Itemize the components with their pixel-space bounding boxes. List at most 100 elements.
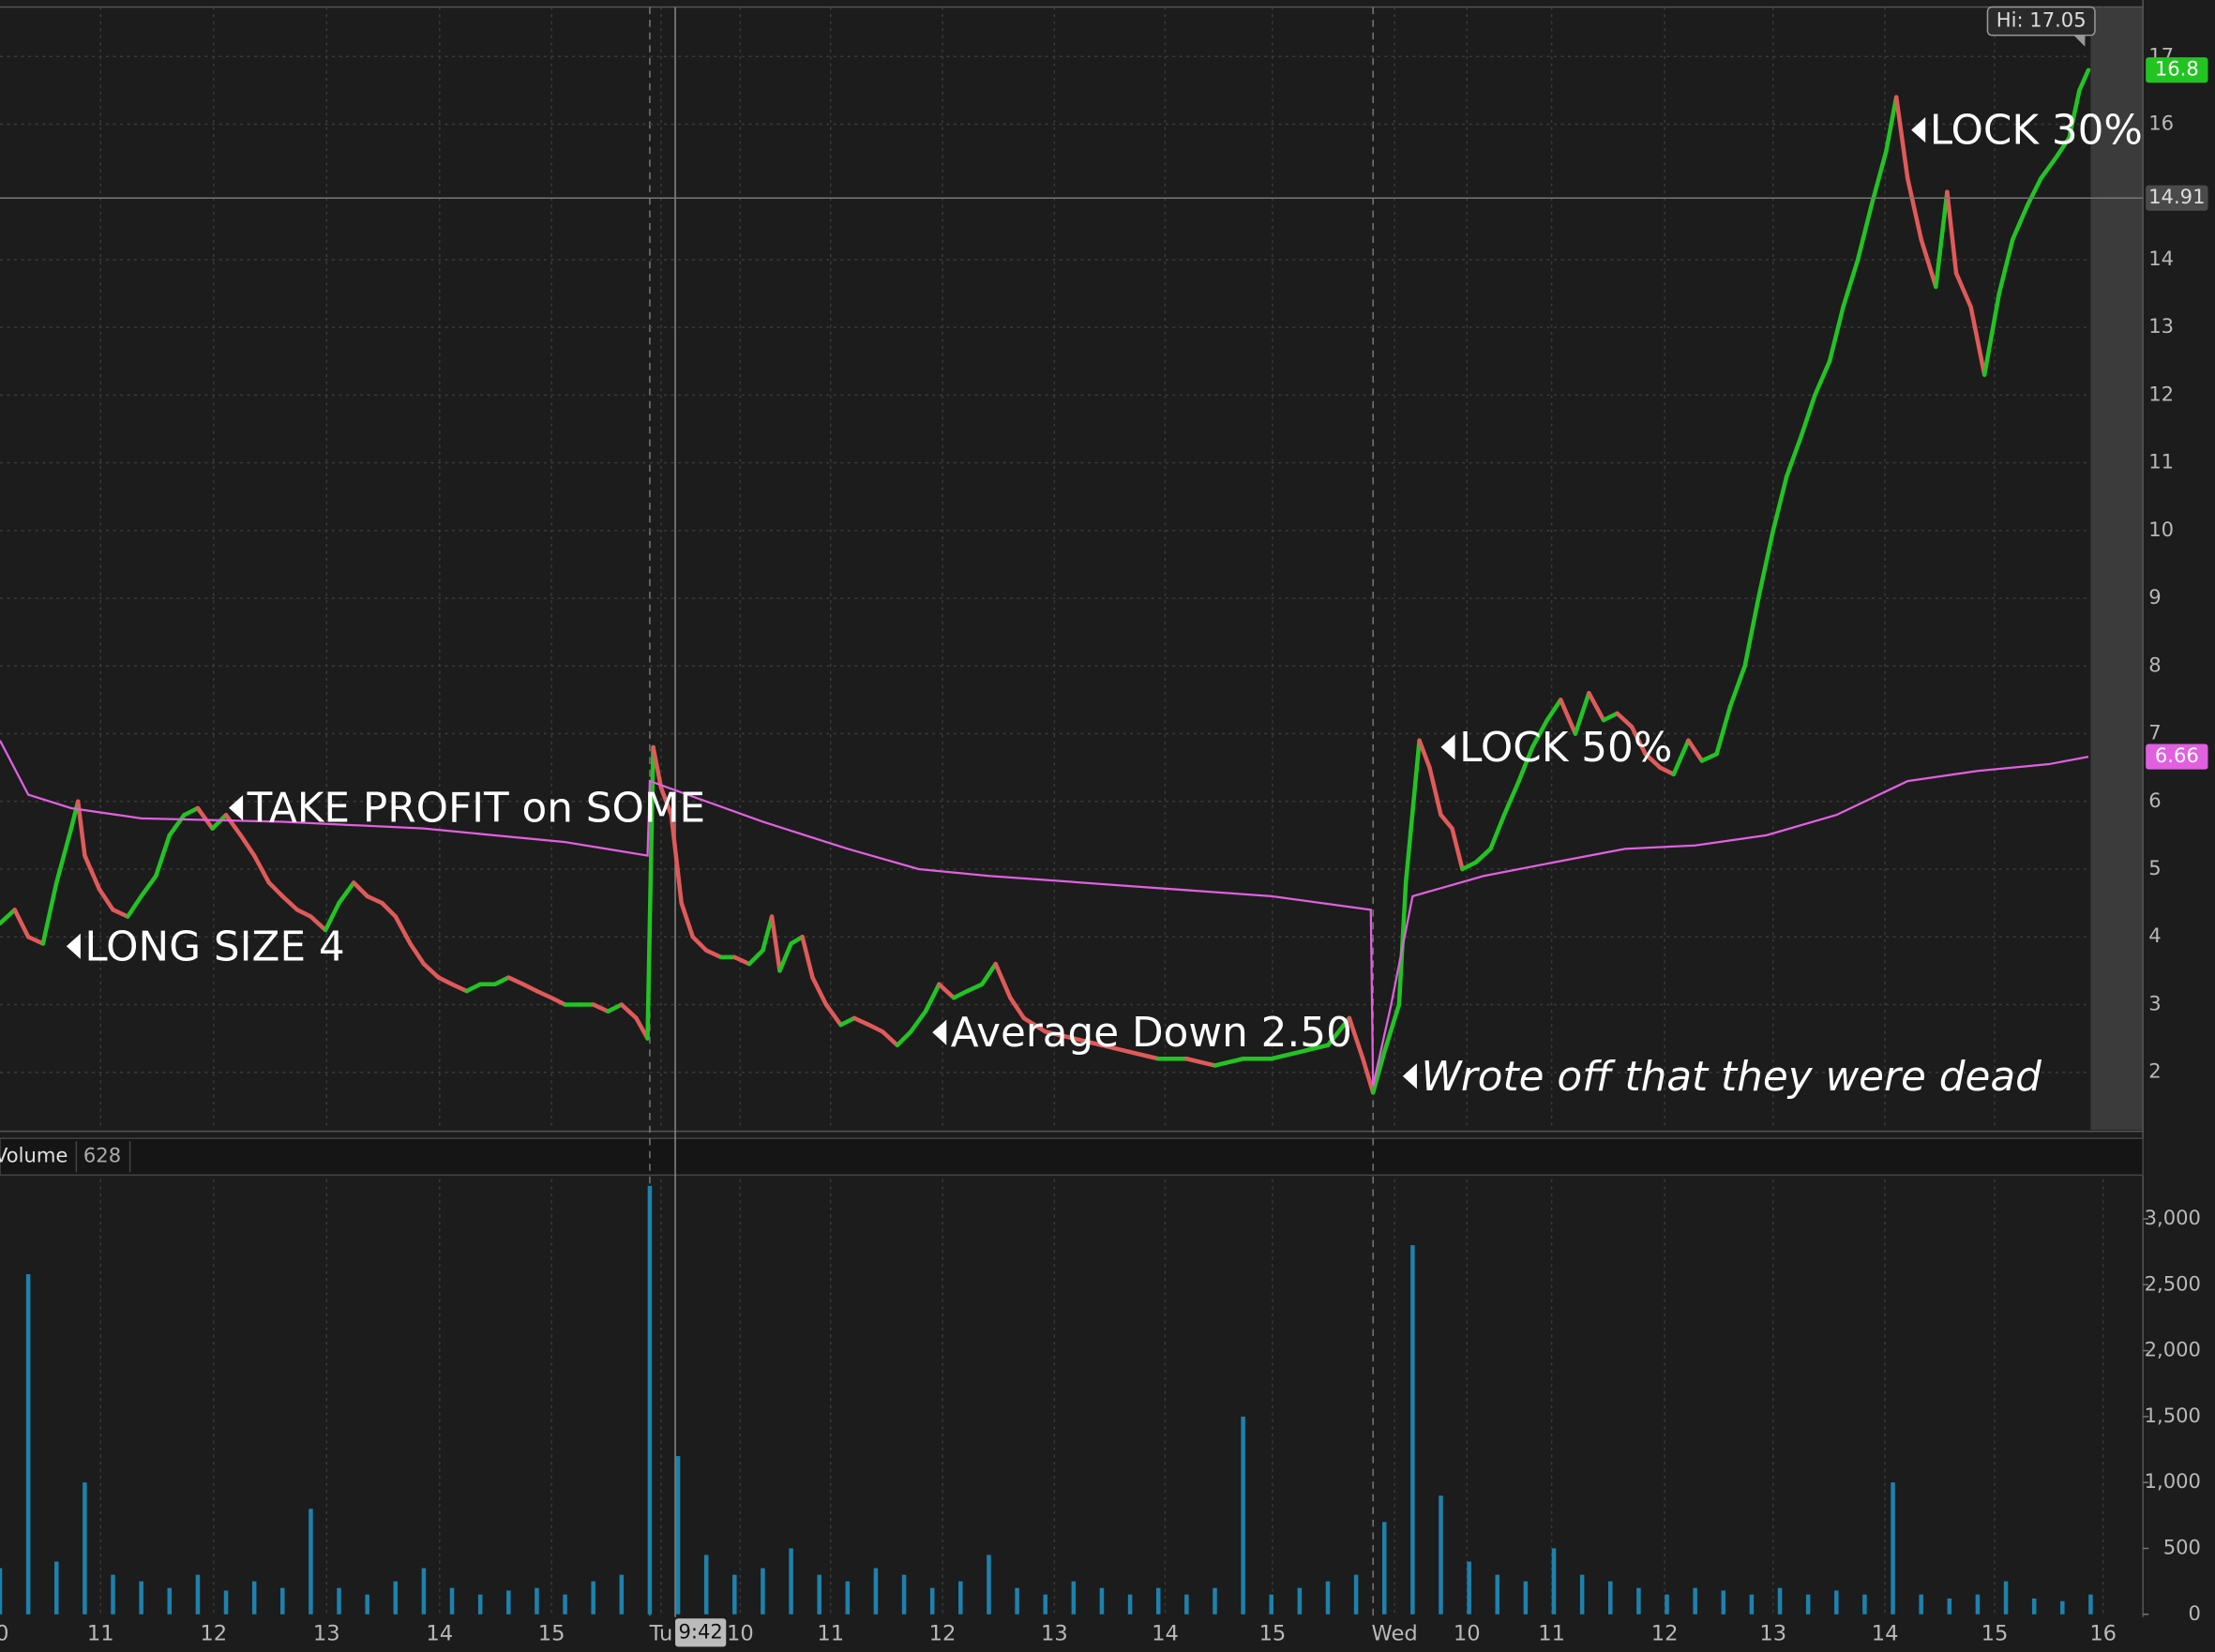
volume-title: Volume <box>0 1144 68 1167</box>
y-tick-label: 9 <box>2148 585 2161 608</box>
y-tick-label: 8 <box>2148 653 2161 676</box>
price-segment <box>1370 1049 1387 1095</box>
price-segment <box>838 1015 857 1028</box>
price-segment <box>408 941 427 967</box>
volume-bar <box>195 1574 201 1614</box>
volume-bar <box>675 1456 681 1614</box>
price-segment <box>492 975 511 987</box>
volume-bar <box>1636 1587 1641 1614</box>
y-tick-label: 16 <box>2148 111 2174 134</box>
volume-header <box>0 1137 2144 1177</box>
volume-bar <box>1325 1581 1331 1614</box>
price-segment <box>937 982 957 1000</box>
price-segment <box>1601 711 1620 723</box>
volume-bar <box>1353 1574 1359 1614</box>
annotation-arrow <box>1402 1063 1417 1089</box>
y-tick-label: 7 <box>2148 721 2161 744</box>
volume-bar <box>563 1594 567 1614</box>
y-tick-label: 3,000 <box>2145 1206 2201 1229</box>
price-segment <box>309 914 328 933</box>
volume-bar <box>393 1581 399 1614</box>
x-tick-label: 12 <box>200 1621 227 1645</box>
price-segment <box>1686 738 1705 763</box>
volume-bar <box>1184 1594 1189 1614</box>
price-segment <box>1629 725 1648 757</box>
volume-bar <box>111 1574 115 1614</box>
price-segment <box>1945 189 1959 276</box>
x-tick-label: 10 <box>1454 1621 1481 1645</box>
annotation-arrow <box>1440 734 1455 760</box>
price-segment <box>25 934 46 946</box>
annotation: LONG SIZE 4 <box>84 923 344 970</box>
price-segment <box>449 982 469 994</box>
volume-bar <box>732 1574 737 1614</box>
x-tick-label: 10 <box>727 1621 754 1645</box>
volume-bar <box>309 1509 313 1614</box>
price-segment <box>1855 203 1874 263</box>
price-segment <box>365 894 384 906</box>
price-segment <box>880 1029 900 1048</box>
price-segment <box>1297 1043 1331 1055</box>
volume-bar <box>337 1587 341 1614</box>
price-segment <box>761 914 775 953</box>
x-tick-label: Wed <box>1371 1621 1417 1645</box>
volume-bar <box>901 1574 907 1614</box>
price-segment <box>658 786 674 818</box>
volume-bar <box>845 1581 851 1614</box>
volume-bar <box>761 1568 765 1614</box>
volume-bar <box>1551 1548 1557 1614</box>
volume-bar <box>83 1482 87 1614</box>
x-tick-label: 15 <box>1259 1621 1287 1645</box>
high-label: Hi: 17.05 <box>1997 8 2087 32</box>
volume-bar <box>1805 1594 1811 1614</box>
plot-layer: 10 11 12 13 14 15 Tu 10 11 12 13 14 15 Wed 10 11 12 13 14 1… <box>0 6 2208 1647</box>
x-tick-label: 11 <box>87 1621 114 1645</box>
price-segment <box>1417 738 1432 770</box>
annotation: Average Down 2.50 <box>951 1009 1352 1057</box>
y-tick-label: 2 <box>2148 1059 2161 1083</box>
price-segment <box>111 908 130 919</box>
volume-bar <box>1777 1587 1783 1614</box>
volume-bar <box>1099 1587 1105 1614</box>
volume-bar <box>280 1587 285 1614</box>
volume-bar <box>1467 1561 1471 1614</box>
volume-bar <box>1015 1587 1019 1614</box>
price-segment <box>2077 68 2091 93</box>
price-segment <box>1071 1036 1105 1048</box>
volume-bar <box>1381 1522 1387 1614</box>
price-segment <box>993 961 1013 1000</box>
volume-bar <box>1665 1594 1669 1614</box>
price-segment <box>1460 860 1479 872</box>
volume-bar <box>789 1548 793 1614</box>
volume-bar <box>873 1568 879 1614</box>
volume-bar <box>703 1554 709 1614</box>
price-label: 16.8 <box>2155 57 2199 81</box>
annotation: LOCK 30% <box>1930 107 2143 155</box>
volume-bar <box>251 1581 257 1614</box>
price-segment <box>1841 257 1861 309</box>
volume-bar <box>1439 1495 1443 1614</box>
x-tick-label: 15 <box>1981 1621 2009 1645</box>
y-tick-label: 4 <box>2148 924 2161 947</box>
price-segment <box>223 812 243 838</box>
price-segment <box>436 975 455 987</box>
price-segment <box>591 1002 610 1014</box>
volume-bar <box>958 1581 963 1614</box>
price-segment <box>1213 1056 1245 1068</box>
annotation: Wrote off that they were dead <box>1421 1053 2042 1101</box>
x-tick-label: 12 <box>929 1621 957 1645</box>
volume-bar <box>2060 1600 2065 1614</box>
price-segment <box>1127 1049 1161 1061</box>
price-segment <box>1473 847 1493 865</box>
price-segment <box>1934 189 1950 290</box>
volume-bar <box>167 1587 173 1614</box>
y-tick-label: 12 <box>2148 382 2174 405</box>
price-segment <box>1325 1015 1352 1048</box>
y-tick-label: 0 <box>2189 1601 2201 1625</box>
price-segment <box>2025 176 2043 208</box>
volume-bar <box>506 1590 511 1614</box>
volume-bar <box>449 1587 455 1614</box>
price-segment <box>12 908 31 939</box>
volume-bar <box>1213 1587 1217 1614</box>
price-segment <box>1827 305 1846 364</box>
